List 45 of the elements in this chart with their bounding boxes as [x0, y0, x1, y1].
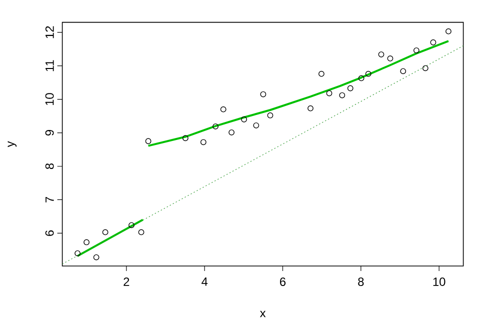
x-tick-label: 2 — [124, 278, 130, 286]
point — [182, 135, 188, 142]
point — [347, 85, 354, 92]
point — [102, 229, 108, 236]
x-tick-label: 8 — [358, 278, 364, 286]
line-series — [147, 40, 450, 147]
y-tick-label: 12 — [45, 26, 54, 38]
point — [400, 68, 406, 74]
point — [84, 239, 90, 246]
point — [339, 92, 346, 98]
point — [260, 91, 266, 98]
point — [413, 47, 420, 54]
x-axis-title: x — [260, 310, 266, 318]
y-axis-title: y — [8, 141, 17, 148]
point — [358, 75, 364, 82]
point — [253, 122, 260, 128]
y-tick-label: 11 — [46, 60, 54, 72]
point — [430, 39, 436, 46]
point — [74, 250, 80, 256]
point — [446, 28, 452, 34]
point — [267, 112, 274, 118]
y-tick-label: 7 — [46, 196, 54, 202]
point — [387, 56, 394, 62]
point — [128, 222, 134, 228]
point — [138, 229, 144, 236]
point — [326, 90, 332, 96]
point — [145, 138, 152, 144]
point — [241, 116, 247, 122]
point — [200, 139, 206, 146]
y-tick-label: 6 — [45, 230, 54, 236]
x-tick-label: 4 — [202, 278, 208, 286]
point — [220, 106, 226, 112]
point — [308, 105, 314, 112]
y-tick-label: 9 — [45, 130, 54, 136]
y-tick-label: 8 — [45, 163, 54, 170]
point — [212, 123, 218, 130]
point — [422, 65, 428, 72]
x-tick-label: 10 — [433, 278, 446, 286]
point — [365, 70, 372, 77]
point — [318, 70, 324, 77]
y-tick-label: 10 — [45, 93, 54, 106]
point — [228, 129, 234, 136]
point — [378, 51, 384, 58]
point — [93, 254, 100, 260]
x-tick-label: 6 — [280, 278, 286, 286]
